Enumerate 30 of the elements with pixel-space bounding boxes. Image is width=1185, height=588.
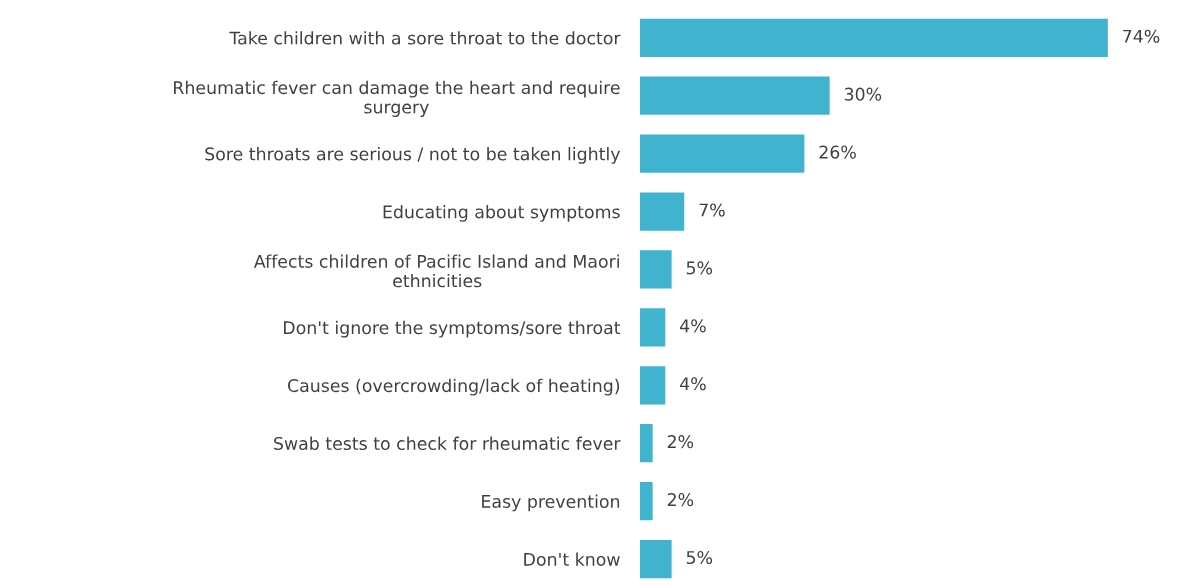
y-tick-label: Easy prevention [482,494,620,512]
data-label: 7% [699,203,725,217]
y-tick-label: Don't know [524,552,620,566]
y-tick-label: Take children with a sore throat to the doctor [229,31,621,45]
y-tick-label: Don't ignore the symptoms/sore throat [284,320,621,338]
data-label: 74% [1123,29,1160,43]
y-tick-label: Causes (overcrowding/lack of heating) [287,378,620,396]
data-label: 2% [667,435,694,449]
bar [640,76,830,115]
y-tick-label: Swab tests to check for rheumatic fever [274,436,621,451]
data-label: 5% [686,550,713,565]
bar [640,134,805,173]
y-tick-label: Educating about symptoms [383,204,620,222]
bar [640,424,653,463]
y-tick-label: Affects children of Pacific Island and Maori ethnicities [253,254,619,288]
bar [640,308,666,347]
bar [640,192,685,231]
data-label: 2% [667,493,694,507]
bar [640,250,672,289]
y-tick-label: Rheumatic fever can damage the heart and require surgery [174,80,620,117]
data-label: 5% [686,261,713,275]
data-label: 30% [844,87,882,101]
data-label: 4% [680,377,706,391]
bar [640,539,672,579]
data-label: 4% [680,319,706,333]
bar [640,482,653,521]
y-tick-label: Sore throats are serious / not to be taken lightly [205,147,621,164]
data-label: 26% [819,145,856,159]
bar [640,18,1108,57]
bar [640,366,666,405]
